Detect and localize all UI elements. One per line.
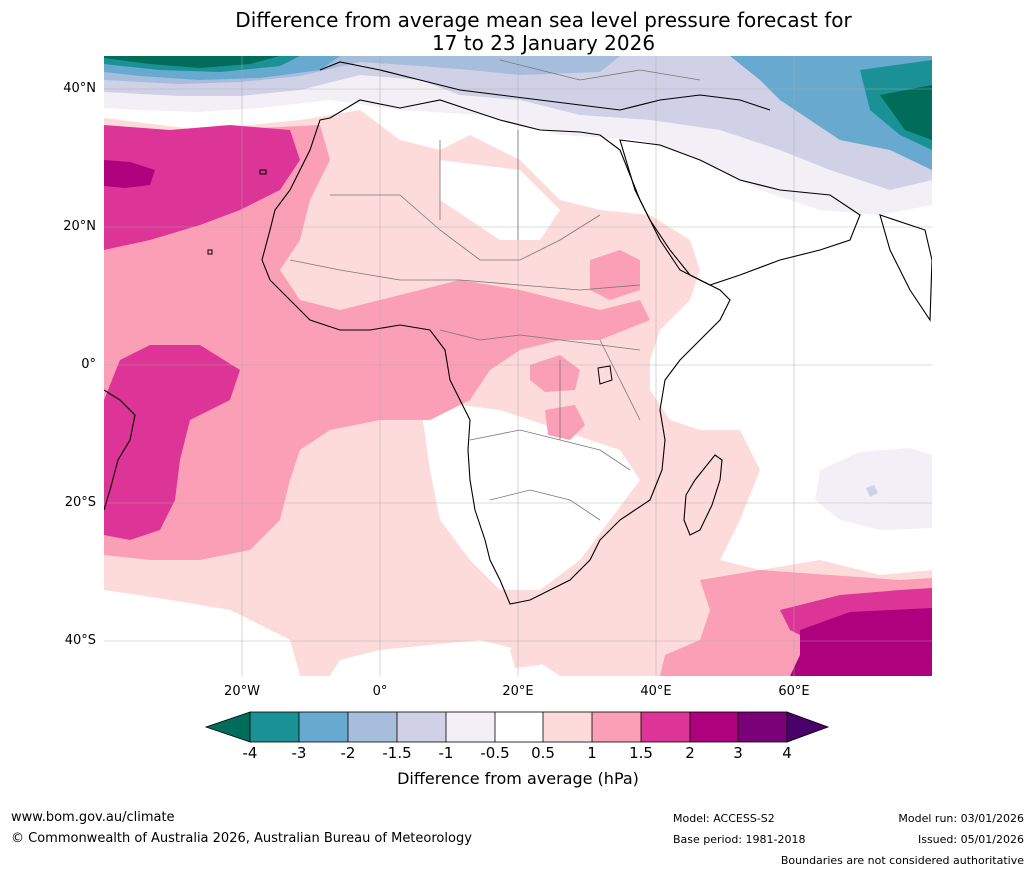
border-southern <box>489 489 601 521</box>
colorbar-tick: -1.5 <box>382 744 412 762</box>
country-borders <box>289 59 701 521</box>
colorbar-bin-plus0_5 <box>543 712 592 742</box>
colorbar-tick: -1 <box>438 744 454 762</box>
contour-plus1-congo <box>530 355 580 392</box>
contour-neutral-south <box>104 590 300 676</box>
india-coast <box>879 214 932 322</box>
colorbar-under-arrow <box>204 711 251 743</box>
contour-plus0_5-seclear <box>420 400 640 590</box>
colorbar-tick: 2 <box>685 744 695 762</box>
colorbar-dividers <box>298 712 739 742</box>
border-eastafrica <box>599 339 641 421</box>
colorbar-tick: 3 <box>733 744 743 762</box>
colorbar-tick: -2 <box>340 744 356 762</box>
colorbar-tick: -3 <box>291 744 307 762</box>
copyright-notice: © Commonwealth of Australia 2026, Austra… <box>11 831 472 846</box>
issued-date: Issued: 05/01/2026 <box>917 833 1024 846</box>
madagascar-coast <box>683 454 723 536</box>
contour-plus1-atlantic <box>104 125 650 560</box>
lat-label-40s: 40°S <box>64 633 96 648</box>
contour-plus1_5-atlantic-n <box>104 125 300 250</box>
colorbar-bin-plus3 <box>738 712 787 742</box>
arabia-coast <box>619 139 861 286</box>
contour-plus2-atlantic <box>104 160 155 188</box>
contour-plus1_5-atlantic-s <box>104 345 240 540</box>
lon-label-20e: 20°E <box>502 684 534 699</box>
colorbar-tick: -4 <box>242 744 258 762</box>
contour-plus0_5-gap <box>510 640 550 668</box>
model-name: Model: ACCESS-S2 <box>673 812 775 825</box>
lat-label-20n: 20°N <box>63 219 96 234</box>
colorbar-bin-neutral <box>495 712 543 742</box>
colorbar-tick: 1 <box>587 744 597 762</box>
contour-minus4-ne <box>880 85 932 140</box>
south-america-coast <box>104 389 136 511</box>
colorbar-label: Difference from average (hPa) <box>397 769 639 788</box>
base-period: Base period: 1981-2018 <box>673 833 806 846</box>
title-line-2: 17 to 23 January 2026 <box>431 31 656 55</box>
border-sahara <box>330 194 601 261</box>
europe-coast <box>319 61 771 111</box>
colorbar-tick: 0.5 <box>531 744 555 762</box>
map-plot-area <box>104 56 932 676</box>
colorbar-frame <box>249 711 788 743</box>
lat-label-20s: 20°S <box>64 495 96 510</box>
model-run-date: Model run: 03/01/2026 <box>898 812 1024 825</box>
colorbar-over-arrow <box>786 711 830 743</box>
colorbar-tick: 1.5 <box>629 744 653 762</box>
lakes-islands <box>207 169 613 385</box>
colorbar-bin-plus2 <box>690 712 738 742</box>
colorbar-tick: -0.5 <box>480 744 510 762</box>
lat-label-0: 0° <box>81 357 96 372</box>
lon-label-40e: 40°E <box>640 684 672 699</box>
contour-minus1-north <box>104 56 932 190</box>
colorbar <box>204 711 830 743</box>
graticule <box>104 56 932 676</box>
colorbar-bin-minus1 <box>446 712 495 742</box>
border-europe <box>499 59 701 81</box>
contour-minus1-se <box>866 485 878 497</box>
lake-victoria <box>597 365 613 385</box>
website-link[interactable]: www.bom.gov.au/climate <box>11 810 175 825</box>
colorbar-tick: 4 <box>782 744 792 762</box>
boundaries-disclaimer: Boundaries are not considered authoritat… <box>780 854 1024 867</box>
colorbar-bin-plus1 <box>592 712 641 742</box>
colorbar-bin-minus4 <box>250 712 299 742</box>
border-sahel <box>289 259 641 291</box>
colorbar-bin-minus1_5 <box>397 712 446 742</box>
lon-label-20w: 20°W <box>224 684 260 699</box>
lat-label-40n: 40°N <box>63 81 96 96</box>
contour-plus1-east <box>590 250 640 300</box>
coastlines <box>104 61 932 605</box>
colorbar-bin-minus3 <box>299 712 348 742</box>
contour-plus1-lake <box>545 405 585 440</box>
contour-minus4-nw <box>104 56 280 68</box>
lon-label-0: 0° <box>372 684 388 699</box>
contour-plus0_5-saharaclear <box>440 160 560 240</box>
contour-neutral-s2 <box>330 640 560 676</box>
africa-coast <box>261 99 731 605</box>
chart-title: Difference from average mean sea level p… <box>0 9 1035 55</box>
lon-label-60e: 60°E <box>778 684 810 699</box>
colorbar-bin-minus2 <box>348 712 397 742</box>
island-cape-verde <box>207 249 213 255</box>
title-line-1: Difference from average mean sea level p… <box>235 8 852 32</box>
contour-plus2-sindian <box>790 608 932 676</box>
island-canary <box>259 169 267 175</box>
border-central <box>439 329 641 351</box>
colorbar-bin-plus1_5 <box>641 712 690 742</box>
